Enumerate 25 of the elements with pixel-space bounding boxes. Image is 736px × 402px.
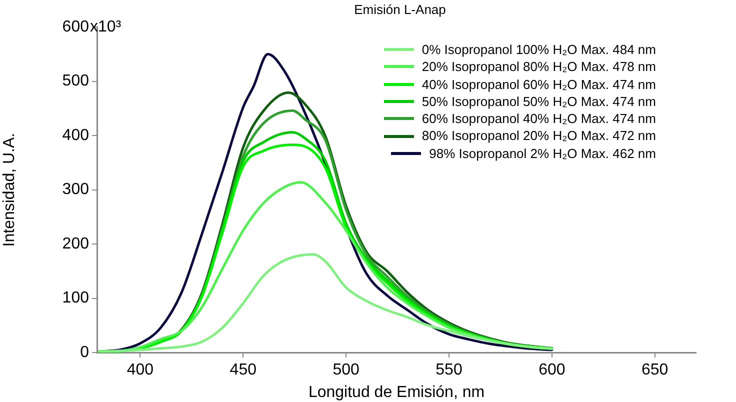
x-tick-label: 400 xyxy=(126,362,154,379)
legend-label: 0% Isopropanol 100% H₂O Max. 484 nm xyxy=(422,41,656,58)
legend-label: 60% Isopropanol 40% H₂O Max. 474 nm xyxy=(422,110,656,128)
x-tick-label: 450 xyxy=(230,362,257,379)
chart-title: Emisión L-Anap xyxy=(354,2,446,18)
y-tick-label: 400 xyxy=(62,126,90,144)
legend-label: 50% Isopropanol 50% H₂O Max. 474 nm xyxy=(422,92,656,110)
y-tick-label: 200 xyxy=(62,235,90,252)
x-tick-label: 500 xyxy=(332,362,360,379)
legend-label: 20% Isopropanol 80% H₂O Max. 478 nm xyxy=(422,58,656,76)
y-tick-label: 0 xyxy=(80,344,90,362)
legend-label: 98% Isopropanol 2% H₂O Max. 462 nm xyxy=(429,144,656,162)
y-tick-label: 300 xyxy=(62,181,90,198)
legend-label: 40% Isopropanol 60% H₂O Max. 474 nm xyxy=(422,76,656,93)
x-axis-title: Longitud de Emisión, nm xyxy=(308,384,485,401)
line-series xyxy=(98,253,554,353)
y-tick-label: 100 xyxy=(62,290,90,307)
legend-label: 80% Isopropanol 20% H₂O Max. 472 nm xyxy=(422,127,656,145)
y-tick-label: 600 xyxy=(62,18,90,36)
x-tick-label: 650 xyxy=(641,362,668,379)
annotation: x10³ xyxy=(90,18,122,36)
x-tick-label: 600 xyxy=(538,362,566,379)
y-tick-label: 500 xyxy=(62,72,90,90)
y-axis-title: Intensidad, U.A. xyxy=(1,132,18,247)
x-tick-label: 550 xyxy=(436,362,462,379)
